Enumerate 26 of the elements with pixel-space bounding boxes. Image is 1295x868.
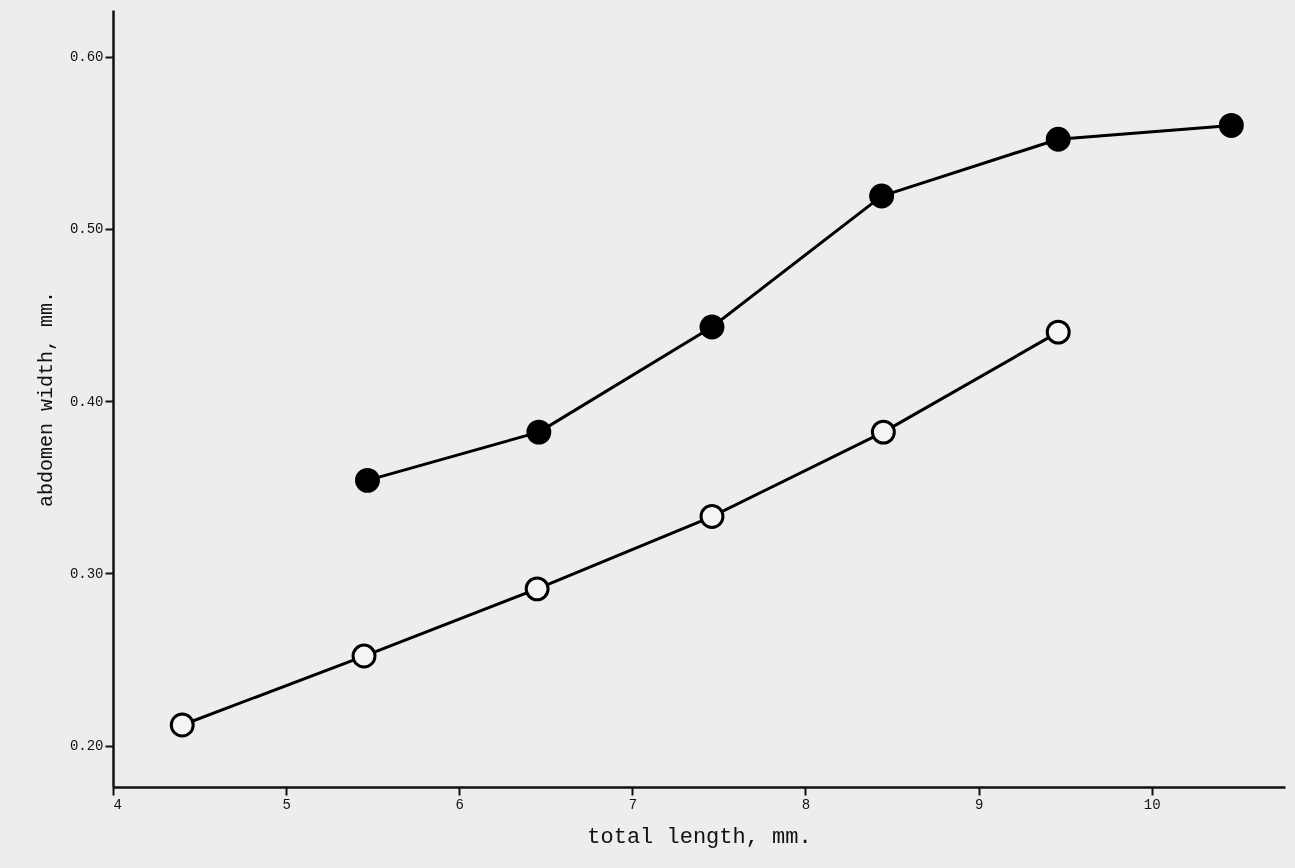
x-tick-label: 6 <box>455 796 464 813</box>
x-tick-label: 5 <box>282 796 291 813</box>
point <box>699 314 725 340</box>
point <box>699 504 725 529</box>
point <box>524 576 550 602</box>
y-tick-label: 0.40 <box>69 393 104 410</box>
y-tick-label: 0.20 <box>69 738 104 755</box>
x-axis-title: total length, mm. <box>587 824 812 850</box>
point <box>351 643 377 669</box>
x-tick-label: 9 <box>974 796 984 813</box>
x-tick-label: 4 <box>113 796 122 813</box>
x-tick-label: 10 <box>1143 796 1161 813</box>
point <box>1045 319 1071 345</box>
point <box>869 183 895 209</box>
y-tick-label: 0.30 <box>69 565 104 582</box>
x-tick-label: 8 <box>801 796 811 813</box>
point <box>355 467 380 493</box>
point <box>169 712 195 738</box>
y-tick-label: 0.60 <box>69 49 104 66</box>
y-axis-title: abdomen width, mm. <box>34 290 58 508</box>
point <box>1045 126 1071 152</box>
y-tick-label: 0.50 <box>69 221 104 238</box>
point <box>870 419 896 445</box>
point <box>526 419 552 445</box>
x-tick-label: 7 <box>628 796 638 813</box>
point <box>1218 113 1244 138</box>
